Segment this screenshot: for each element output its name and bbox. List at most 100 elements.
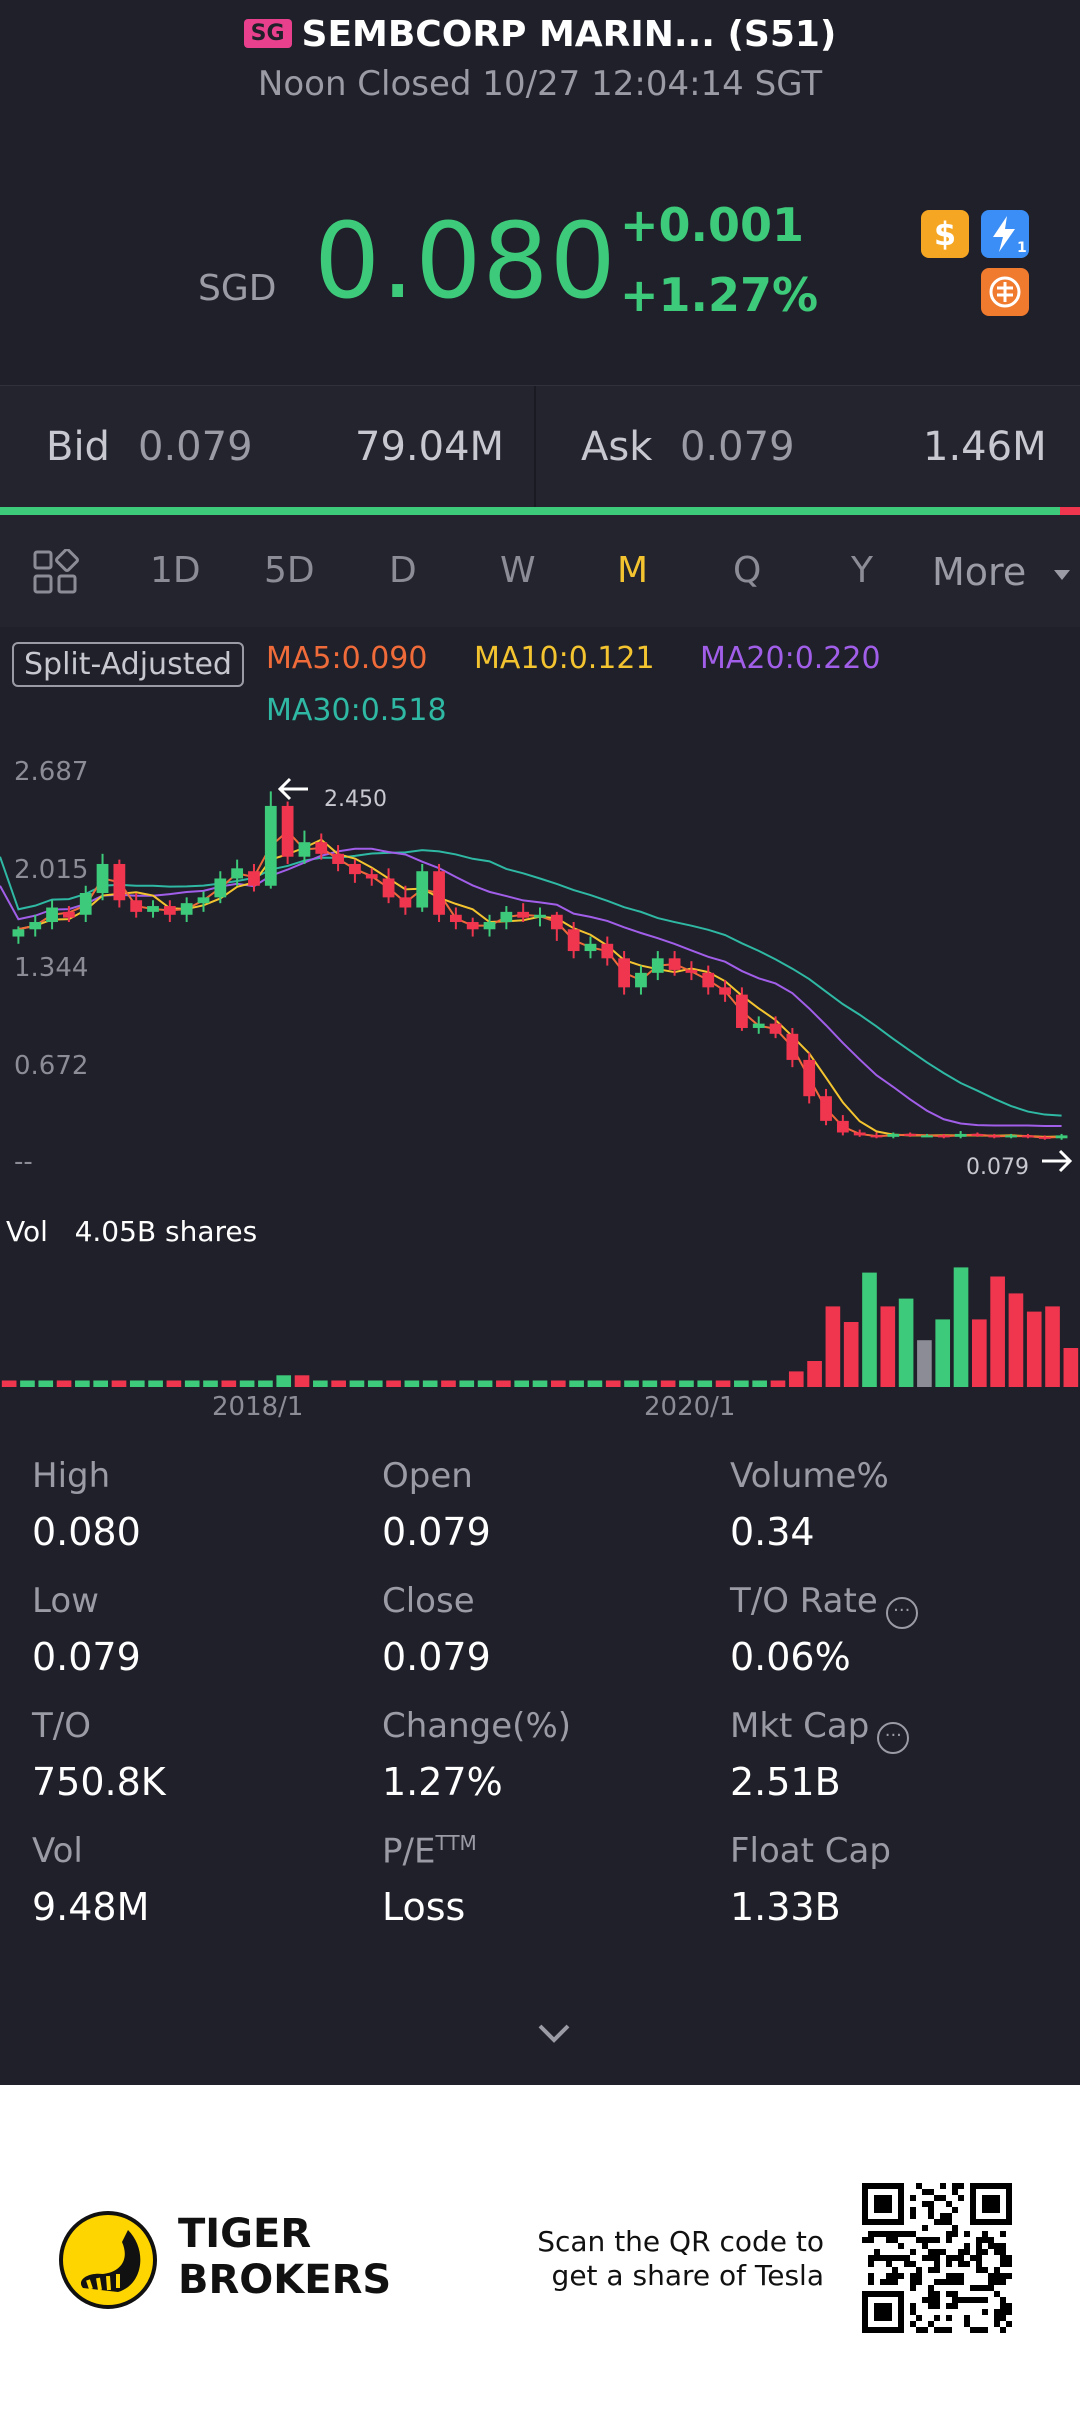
volume-bar (569, 1380, 584, 1387)
qr-module (910, 2285, 916, 2291)
candle-body (803, 1059, 816, 1097)
tiger-coin-icon[interactable] (981, 268, 1029, 316)
qr-module (934, 2195, 940, 2201)
more-info-icon[interactable]: ··· (877, 1722, 910, 1754)
split-adjusted-toggle[interactable]: Split-Adjusted (12, 642, 244, 687)
qr-module (958, 2297, 964, 2303)
dollar-icon[interactable]: $ (921, 210, 969, 258)
qr-module (946, 2231, 952, 2237)
qr-module (910, 2303, 916, 2309)
volume-bar (514, 1380, 530, 1387)
qr-module (910, 2309, 916, 2315)
qr-module (1000, 2297, 1006, 2303)
qr-module (934, 2303, 940, 2309)
qr-module (970, 2255, 976, 2261)
volume-bar (642, 1380, 658, 1387)
chevron-down-icon[interactable] (1052, 567, 1072, 586)
qr-module (928, 2285, 934, 2291)
qr-module (982, 2309, 988, 2315)
stat-value: 0.34 (730, 1510, 815, 1554)
qr-module (868, 2279, 874, 2285)
qr-module (928, 2303, 934, 2309)
ma10-line (18, 838, 1062, 1138)
qr-module (946, 2303, 952, 2309)
candle-body (466, 922, 479, 930)
qr-module (994, 2279, 1000, 2285)
candle-body (820, 1096, 832, 1121)
qr-module (994, 2249, 1000, 2255)
qr-module (964, 2297, 970, 2303)
tab-q[interactable]: Q (733, 550, 762, 591)
volume-bar (276, 1375, 292, 1387)
qr-module (946, 2327, 952, 2333)
candle-body (1005, 1135, 1017, 1138)
volume-bar (917, 1340, 932, 1387)
qr-module (994, 2291, 1000, 2297)
stat-label-with-info: Mkt Cap ··· (730, 1706, 910, 1754)
volume-bar (184, 1380, 200, 1387)
qr-module (964, 2315, 970, 2321)
qr-module (982, 2267, 988, 2273)
qr-module (946, 2237, 952, 2243)
qr-module (982, 2327, 988, 2333)
qr-module (946, 2261, 952, 2267)
qr-module (928, 2291, 934, 2297)
volume-bar (843, 1322, 859, 1387)
candle-body (315, 842, 328, 854)
tab-more[interactable]: More (932, 550, 1027, 594)
qr-module (1006, 2261, 1012, 2267)
bid-ask-panel[interactable]: Bid 0.079 79.04M Ask 0.079 1.46M (0, 385, 1080, 508)
qr-module (910, 2207, 916, 2213)
qr-module (928, 2249, 934, 2255)
qr-module (946, 2279, 952, 2285)
qr-module (886, 2237, 892, 2243)
qr-module (928, 2207, 934, 2213)
qr-module (1000, 2327, 1006, 2333)
candle-body (113, 863, 126, 901)
qr-module (880, 2279, 886, 2285)
tab-1d[interactable]: 1D (150, 550, 201, 591)
volume-bar (349, 1380, 365, 1387)
stat-label: Volume% (730, 1456, 889, 1496)
qr-module (898, 2273, 904, 2279)
tab-y[interactable]: Y (851, 550, 873, 591)
qr-module (928, 2201, 934, 2207)
stat-label: Open (382, 1456, 473, 1496)
tab-d[interactable]: D (389, 550, 417, 591)
candle-body (332, 853, 344, 864)
volume-bar (148, 1380, 163, 1387)
candle-body (651, 958, 664, 973)
qr-module (934, 2249, 940, 2255)
volume-bar (862, 1272, 877, 1387)
tab-5d[interactable]: 5D (264, 550, 315, 591)
candlestick-chart[interactable]: Split-Adjusted MA5:0.090 MA10:0.121 MA20… (0, 627, 1080, 1392)
expand-chevron-icon[interactable] (536, 2022, 572, 2048)
stat-label: Float Cap (730, 1831, 891, 1871)
more-info-icon[interactable]: ··· (885, 1597, 918, 1629)
candle-body (298, 842, 311, 857)
bid-ask-divider (534, 386, 536, 508)
qr-module (1006, 2321, 1012, 2327)
candle-body (904, 1133, 917, 1136)
qr-module (994, 2315, 1000, 2321)
candle-body (618, 958, 631, 988)
layout-grid-icon[interactable] (32, 548, 80, 601)
qr-module (946, 2219, 952, 2225)
tab-m[interactable]: M (617, 550, 649, 591)
qr-module (904, 2255, 910, 2261)
lightning-level-icon[interactable]: 1 (981, 210, 1029, 258)
qr-module (946, 2201, 952, 2207)
stock-title-row[interactable]: SG SEMBCORP MARIN... (S51) (0, 14, 1080, 55)
qr-code[interactable] (862, 2183, 1012, 2333)
tab-w[interactable]: W (500, 550, 536, 591)
qr-module (922, 2201, 928, 2207)
candle-body (601, 943, 614, 959)
volume-bar (404, 1380, 420, 1387)
qr-module (916, 2327, 922, 2333)
ma30-line (0, 849, 1062, 1117)
qr-module (964, 2321, 970, 2327)
candle-body (702, 972, 715, 988)
volume-bar (697, 1380, 713, 1387)
stat-label-with-sup: P/ETTM (382, 1831, 477, 1871)
qr-module (886, 2261, 892, 2267)
